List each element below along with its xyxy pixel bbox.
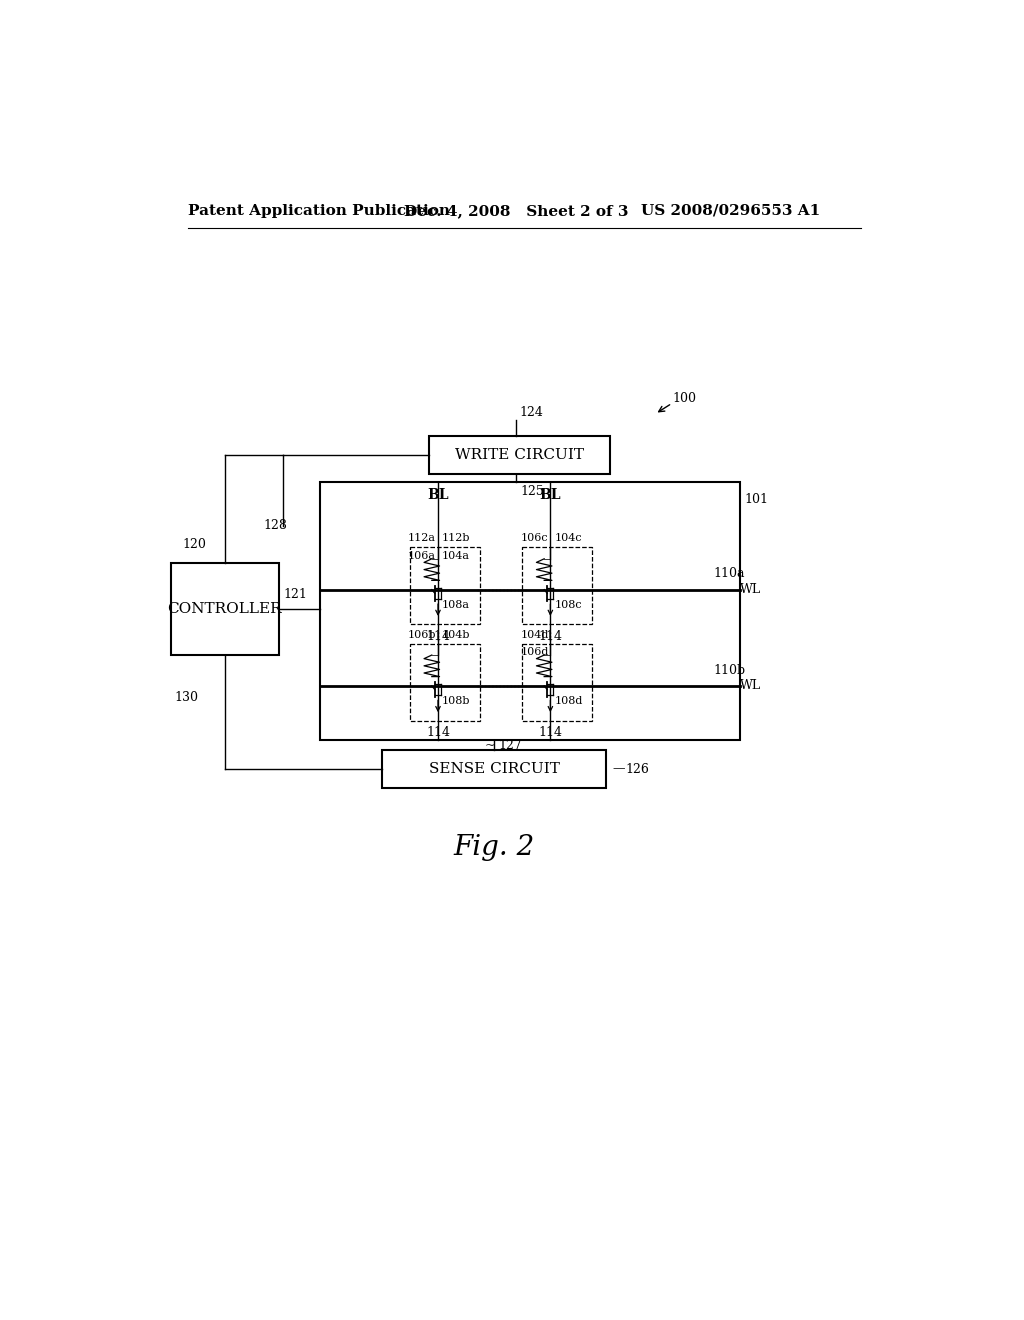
Bar bbox=[410, 644, 480, 721]
Text: 100: 100 bbox=[673, 392, 696, 405]
Bar bbox=[171, 562, 280, 655]
Text: 124: 124 bbox=[519, 407, 544, 418]
Text: 128: 128 bbox=[263, 519, 288, 532]
Bar bbox=[321, 482, 740, 739]
Text: WRITE CIRCUIT: WRITE CIRCUIT bbox=[455, 447, 584, 462]
Text: 114: 114 bbox=[426, 630, 450, 643]
Text: 114: 114 bbox=[539, 630, 562, 643]
Text: ~: ~ bbox=[484, 739, 495, 751]
Text: 126: 126 bbox=[626, 763, 649, 776]
Text: CONTROLLER: CONTROLLER bbox=[168, 602, 283, 616]
Text: —: — bbox=[612, 763, 625, 776]
Text: 106d: 106d bbox=[520, 647, 549, 657]
Text: 130: 130 bbox=[174, 690, 199, 704]
Text: BL: BL bbox=[540, 488, 561, 502]
Text: 121: 121 bbox=[283, 589, 307, 601]
Text: WL: WL bbox=[739, 680, 761, 693]
Text: 106a: 106a bbox=[408, 552, 436, 561]
Text: 112b: 112b bbox=[442, 533, 470, 544]
Text: 127: 127 bbox=[499, 739, 522, 751]
Bar bbox=[522, 644, 592, 721]
Text: 114: 114 bbox=[539, 726, 562, 739]
Text: US 2008/0296553 A1: US 2008/0296553 A1 bbox=[641, 203, 820, 218]
Text: Dec. 4, 2008   Sheet 2 of 3: Dec. 4, 2008 Sheet 2 of 3 bbox=[403, 203, 629, 218]
Bar bbox=[382, 750, 606, 788]
Text: 125: 125 bbox=[521, 484, 545, 498]
Text: 108a: 108a bbox=[442, 601, 470, 610]
Text: WL: WL bbox=[739, 583, 761, 597]
Text: Patent Application Publication: Patent Application Publication bbox=[188, 203, 451, 218]
Bar bbox=[522, 548, 592, 624]
Text: 104a: 104a bbox=[442, 552, 470, 561]
Text: 104c: 104c bbox=[554, 533, 582, 544]
Text: 104d: 104d bbox=[520, 630, 549, 640]
Text: 110b: 110b bbox=[713, 664, 745, 677]
Text: BL: BL bbox=[427, 488, 449, 502]
Bar bbox=[410, 548, 480, 624]
Text: SENSE CIRCUIT: SENSE CIRCUIT bbox=[429, 762, 560, 776]
Bar bbox=[429, 436, 610, 474]
Text: 112a: 112a bbox=[408, 533, 436, 544]
Text: 106c: 106c bbox=[520, 533, 548, 544]
Text: 101: 101 bbox=[744, 494, 769, 507]
Text: 108b: 108b bbox=[442, 696, 470, 706]
Text: 120: 120 bbox=[182, 539, 206, 552]
Text: 110a: 110a bbox=[713, 568, 744, 581]
Text: 108d: 108d bbox=[554, 696, 583, 706]
Text: Fig. 2: Fig. 2 bbox=[454, 834, 535, 861]
Text: 106b: 106b bbox=[408, 630, 436, 640]
Text: 104b: 104b bbox=[442, 630, 470, 640]
Text: 108c: 108c bbox=[554, 601, 582, 610]
Text: 114: 114 bbox=[426, 726, 450, 739]
